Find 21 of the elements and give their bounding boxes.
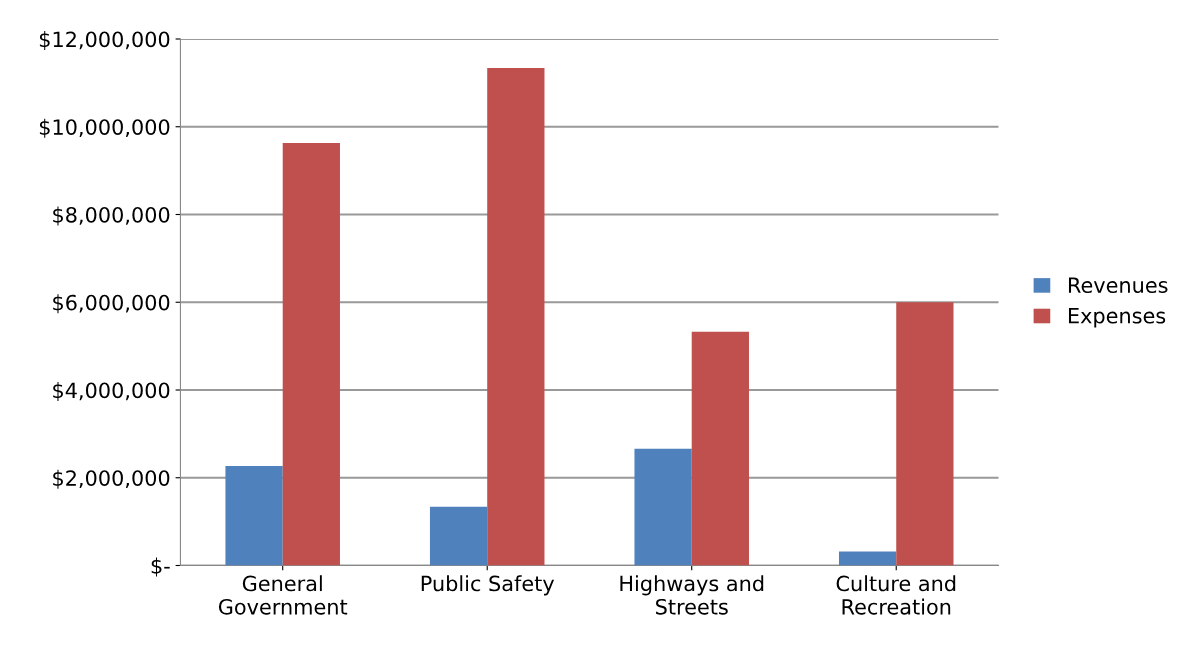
bar	[225, 465, 283, 566]
bar	[838, 551, 897, 566]
y-tick-label: $8,000,000	[53, 206, 170, 226]
bar	[487, 67, 545, 566]
y-tick-label: $12,000,000	[39, 31, 170, 50]
legend-label: Revenues	[1068, 277, 1168, 294]
y-tick-label: $4,000,000	[53, 382, 170, 401]
x-tick-label: Public Safety	[421, 575, 555, 596]
x-tick-label: General Government	[218, 575, 348, 615]
bar	[429, 506, 488, 566]
y-tick-label: $2,000,000	[53, 469, 170, 489]
x-tick-label: Highways and Streets	[620, 575, 764, 615]
x-tick-label: Culture and Recreation	[836, 575, 956, 615]
y-tick-label: $-	[151, 557, 170, 577]
legend-label: Expenses	[1068, 308, 1166, 328]
bar	[282, 142, 340, 566]
y-tick-label: $6,000,000	[53, 294, 170, 314]
y-tick-label: $10,000,000	[39, 118, 170, 138]
bar	[896, 302, 954, 566]
bar	[634, 448, 692, 566]
bar	[691, 331, 749, 566]
